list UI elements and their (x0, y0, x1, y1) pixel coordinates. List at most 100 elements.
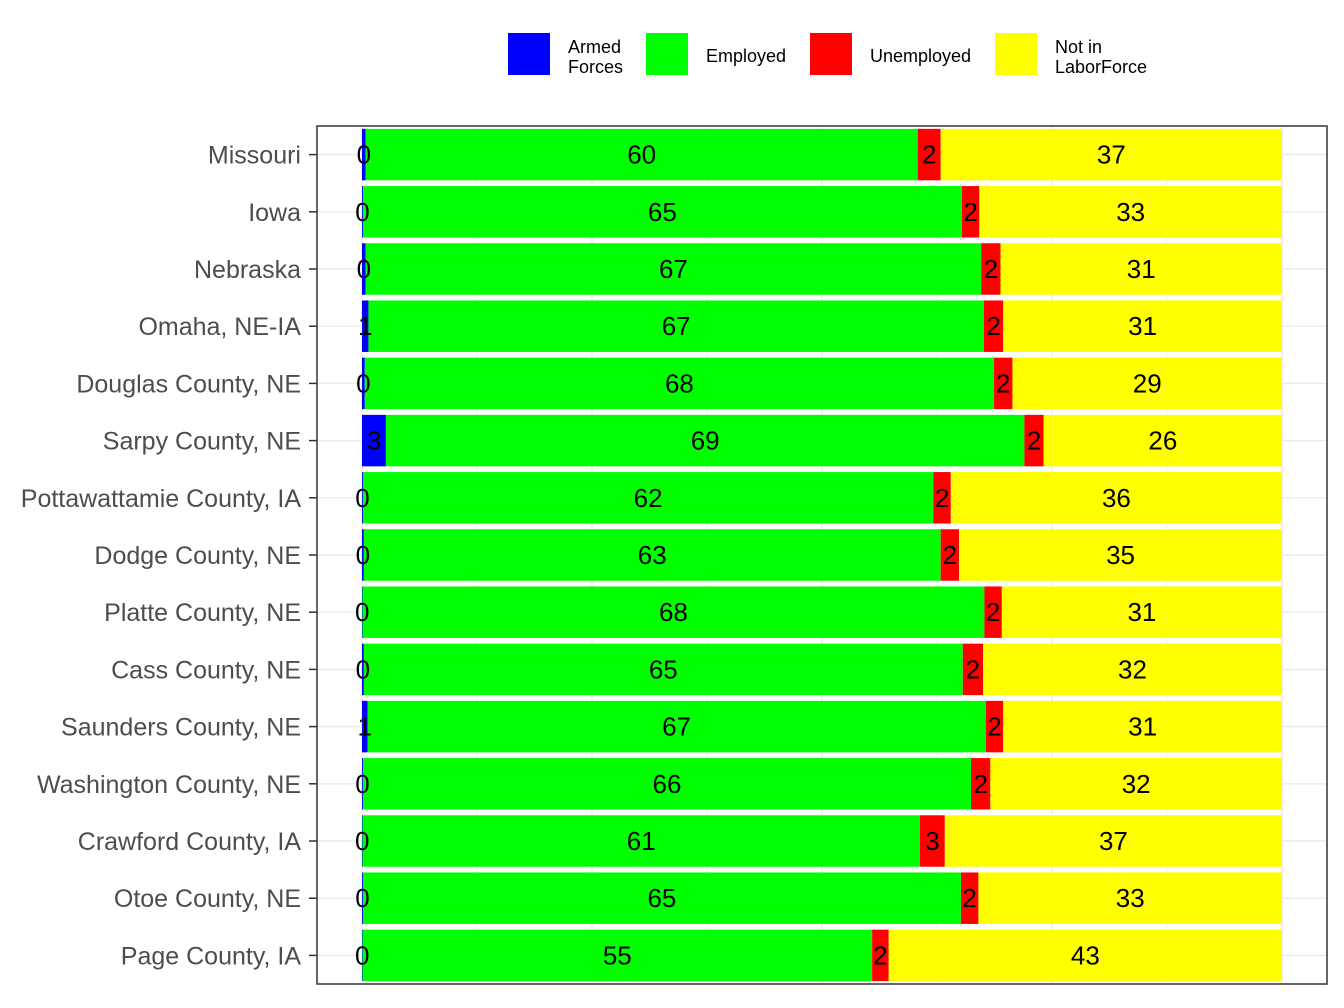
bar-segment (365, 243, 982, 295)
data-label: 55 (603, 940, 632, 970)
data-label: 2 (984, 254, 998, 284)
data-label: 63 (638, 540, 667, 570)
data-label: 3 (367, 426, 381, 456)
bar-segment (362, 586, 363, 638)
bar-segment (1003, 300, 1282, 352)
bar-segment (362, 815, 363, 867)
bar-segment (979, 186, 1282, 238)
category-label: Omaha, NE-IA (138, 313, 301, 341)
bar-segment (362, 758, 363, 810)
data-label: 2 (943, 540, 957, 570)
data-label: 26 (1148, 426, 1177, 456)
legend-key (995, 33, 1037, 75)
bar-segment (362, 815, 920, 867)
bar-segment (362, 929, 363, 982)
bar-segment (367, 700, 986, 753)
bar-segment (990, 758, 1282, 810)
data-label: 65 (648, 197, 677, 227)
bar-segment (1012, 357, 1282, 410)
data-label: 0 (357, 254, 371, 284)
bar-segment (960, 872, 979, 924)
data-label: 32 (1122, 769, 1151, 799)
legend-key (646, 33, 688, 75)
bar-segment (917, 128, 941, 181)
category-label: Washington County, NE (37, 771, 301, 799)
category-label: Dodge County, NE (94, 542, 301, 570)
data-label: 36 (1102, 483, 1131, 513)
category-label: Nebraska (194, 256, 301, 284)
bar-segment (933, 472, 951, 524)
category-label: Saunders County, NE (61, 714, 301, 742)
data-label: 61 (627, 826, 656, 856)
bar-segment (1024, 414, 1044, 467)
data-label: 2 (986, 597, 1000, 627)
data-label: 0 (355, 940, 369, 970)
bar-segment (362, 414, 386, 467)
bar-segment (940, 529, 960, 581)
data-label: 2 (966, 654, 980, 684)
data-label: 43 (1071, 940, 1100, 970)
data-label: 0 (357, 140, 371, 170)
bar-segment (1000, 243, 1282, 295)
data-label: 0 (355, 883, 369, 913)
legend-label: Not in (1055, 37, 1102, 57)
data-label: 0 (355, 597, 369, 627)
category-label: Douglas County, NE (76, 370, 301, 398)
data-label: 35 (1106, 540, 1135, 570)
data-label: 67 (659, 254, 688, 284)
category-label: Crawford County, IA (78, 828, 302, 856)
data-label: 2 (873, 940, 887, 970)
category-label: Page County, IA (121, 942, 302, 970)
data-label: 31 (1128, 712, 1157, 742)
bar-segment (983, 643, 1282, 696)
data-label: 66 (653, 769, 682, 799)
bar-segment (362, 758, 972, 810)
bar-segment (1003, 700, 1282, 753)
data-label: 67 (662, 311, 691, 341)
data-label: 2 (963, 197, 977, 227)
category-label: Iowa (248, 199, 301, 227)
bar-segment (971, 758, 991, 810)
data-label: 0 (355, 483, 369, 513)
data-label: 29 (1133, 368, 1162, 398)
data-label: 69 (691, 426, 720, 456)
data-label: 67 (662, 712, 691, 742)
data-label: 60 (627, 140, 656, 170)
data-label: 37 (1097, 140, 1126, 170)
bar-segment (365, 128, 918, 181)
bar-segment (981, 243, 1001, 295)
legend-label: Unemployed (870, 46, 971, 66)
bar-segment (985, 700, 1004, 753)
data-label: 0 (356, 540, 370, 570)
bar-segment (362, 872, 961, 924)
bar-segment (362, 357, 365, 410)
bar-segment (362, 700, 368, 753)
bar-segment (872, 929, 889, 982)
bar-segment (1001, 586, 1282, 638)
data-label: 2 (962, 883, 976, 913)
data-label: 33 (1116, 883, 1145, 913)
data-label: 0 (356, 654, 370, 684)
data-label: 2 (986, 311, 1000, 341)
bar-segment (888, 929, 1282, 982)
bar-segment (362, 472, 934, 524)
bar-segment (1043, 414, 1282, 467)
category-label: Pottawattamie County, IA (21, 485, 302, 513)
data-label: 65 (649, 654, 678, 684)
data-label: 0 (355, 197, 369, 227)
legend-label: Employed (706, 46, 786, 66)
data-label: 1 (358, 712, 372, 742)
bars (362, 128, 1282, 982)
data-label: 31 (1128, 311, 1157, 341)
data-label: 33 (1116, 197, 1145, 227)
data-label: 62 (634, 483, 663, 513)
data-label: 2 (1027, 426, 1041, 456)
data-label: 0 (355, 769, 369, 799)
bar-segment (362, 872, 363, 924)
data-label: 3 (925, 826, 939, 856)
legend-label: LaborForce (1055, 57, 1147, 77)
bar-segment (362, 128, 366, 181)
data-label: 31 (1127, 597, 1156, 627)
